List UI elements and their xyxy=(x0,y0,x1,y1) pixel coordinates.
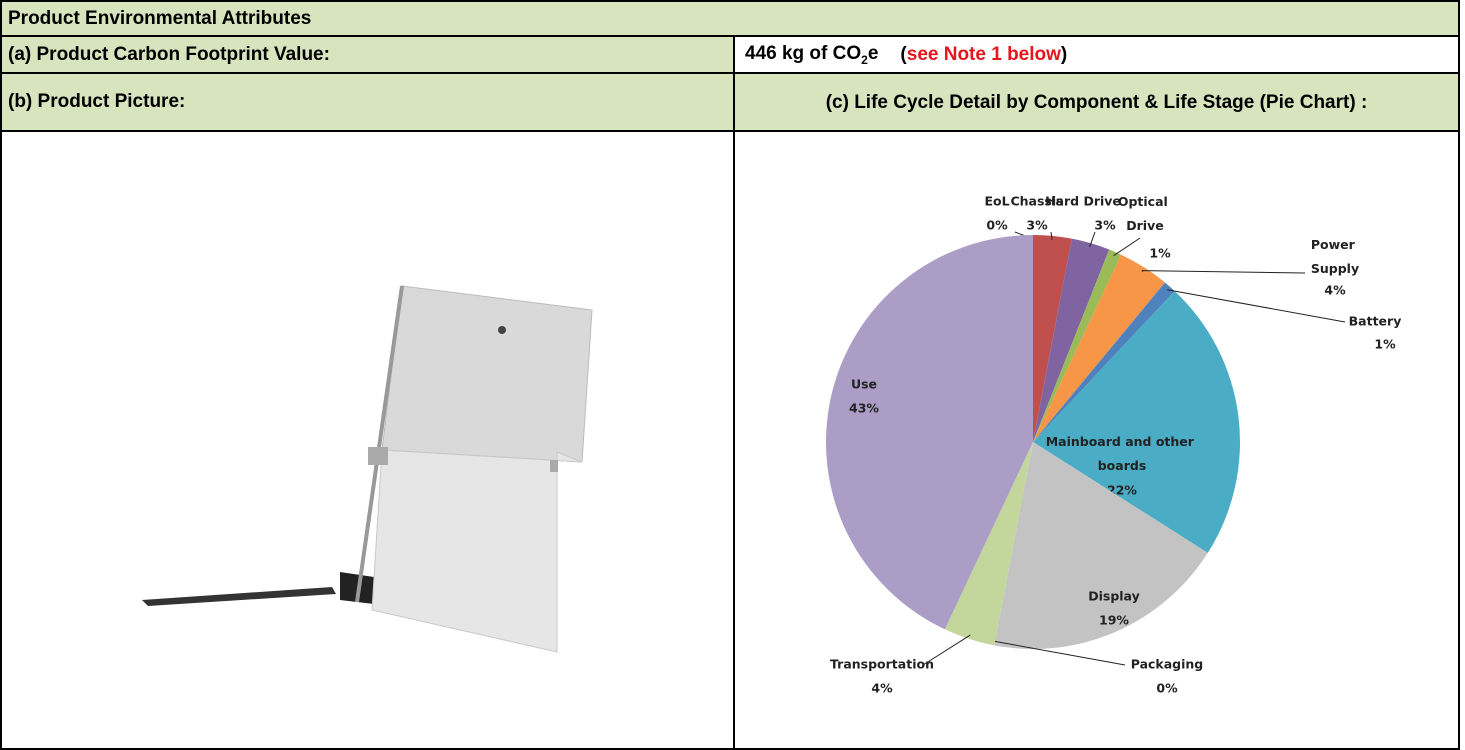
camera xyxy=(498,326,506,334)
keyboard xyxy=(142,587,336,606)
label-line: boards xyxy=(1098,458,1147,473)
footprint-value: 446 kg of CO2e xyxy=(745,43,878,67)
slice-label: EoL xyxy=(984,194,1009,209)
slice-value-label: 0% xyxy=(1156,681,1178,696)
unit-end: e xyxy=(868,43,879,64)
hinge-right xyxy=(550,460,558,472)
chart-title: (c) Life Cycle Detail by Component & Lif… xyxy=(826,91,1368,114)
tablet-back xyxy=(382,286,592,462)
slice-value-label: 0% xyxy=(986,218,1008,233)
label-line: Mainboard and other xyxy=(1046,434,1199,449)
leader-line xyxy=(1114,238,1140,256)
kickstand xyxy=(372,450,582,652)
subscript: 2 xyxy=(861,52,868,66)
slice-label: Battery xyxy=(1349,314,1402,329)
hinge-left xyxy=(368,447,388,465)
footprint-value-cell: 446 kg of CO2e (see Note 1 below) xyxy=(733,35,1460,74)
slice-label: Use xyxy=(851,377,877,392)
slice-value-label: 43% xyxy=(849,401,879,416)
slice-value-label: 4% xyxy=(1324,283,1346,298)
note: (see Note 1 below) xyxy=(900,44,1067,66)
slice-label: Transportation xyxy=(830,657,934,672)
header-cell: Product Environmental Attributes xyxy=(0,0,1460,37)
slice-value-label: 1% xyxy=(1374,337,1396,352)
label-line: Supply xyxy=(1311,261,1359,276)
slice-label: Display xyxy=(1088,589,1140,604)
slice-value-label: 3% xyxy=(1026,218,1048,233)
leader-line xyxy=(1142,271,1305,273)
chart-title-cell: (c) Life Cycle Detail by Component & Lif… xyxy=(733,72,1460,132)
page: Product Environmental Attributes (a) Pro… xyxy=(0,0,1465,745)
label-line: Power xyxy=(1311,237,1359,252)
slice-value-label: 3% xyxy=(1094,218,1116,233)
slice-label: Packaging xyxy=(1131,657,1204,672)
slice-label: Hard Drive xyxy=(1045,194,1121,209)
picture-label: (b) Product Picture: xyxy=(8,91,185,113)
picture-label-cell: (b) Product Picture: xyxy=(0,72,735,132)
slice-value-label: 1% xyxy=(1149,246,1171,261)
slice-label: Optical Drive xyxy=(1118,194,1172,233)
footprint-label-cell: (a) Product Carbon Footprint Value: xyxy=(0,35,735,74)
footprint-label: (a) Product Carbon Footprint Value: xyxy=(8,44,330,66)
note-close: ) xyxy=(1061,44,1067,65)
picture-cell xyxy=(0,130,735,750)
slice-value-label: 19% xyxy=(1099,613,1129,628)
slice-value-label: 4% xyxy=(871,681,893,696)
label-line: Optical xyxy=(1118,194,1172,209)
product-picture xyxy=(2,132,722,732)
label-line: Drive xyxy=(1126,218,1163,233)
note-text: see Note 1 below xyxy=(907,44,1061,65)
value-text: 446 kg of CO xyxy=(745,43,861,64)
header-title: Product Environmental Attributes xyxy=(8,8,311,30)
slice-label: Power Supply xyxy=(1311,237,1359,276)
